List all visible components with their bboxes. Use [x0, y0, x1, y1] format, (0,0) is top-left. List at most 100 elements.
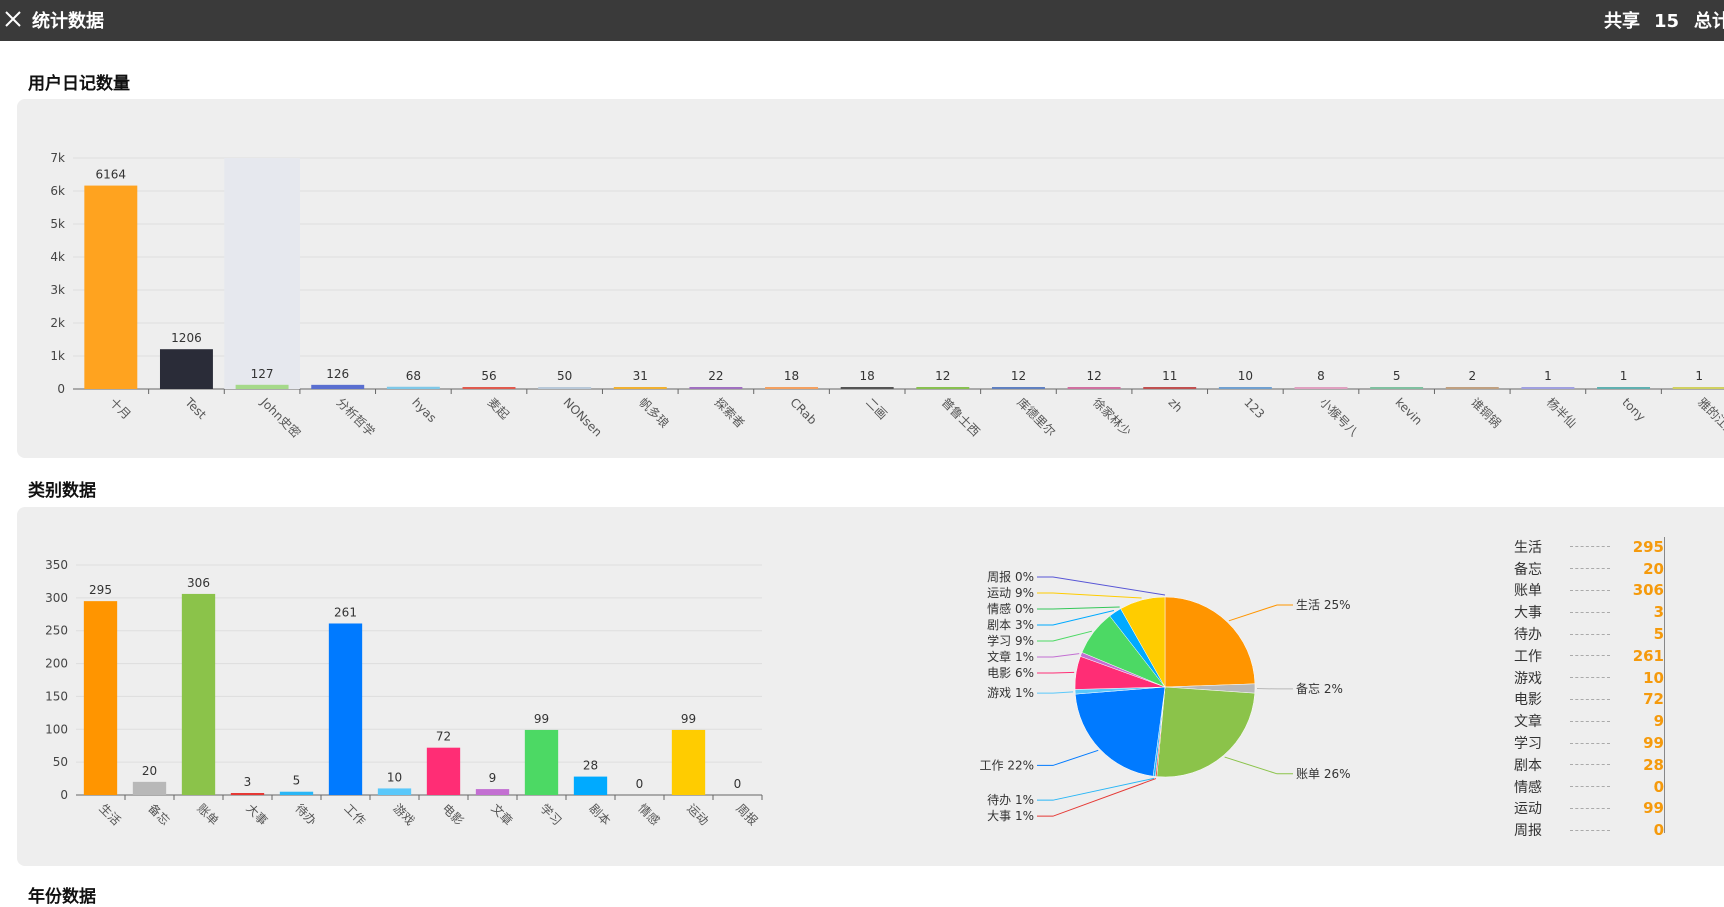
category-value-label: 295	[89, 583, 112, 597]
user-bar[interactable]	[1597, 387, 1650, 389]
user-bar[interactable]	[463, 387, 516, 389]
legend-label: 游戏	[1514, 668, 1564, 688]
user-bar[interactable]	[1521, 387, 1574, 389]
y-tick-label: 250	[45, 624, 68, 638]
y-tick-label: 0	[57, 382, 65, 396]
category-category-label: 学习	[537, 801, 565, 829]
category-bar[interactable]	[133, 782, 166, 795]
legend-dash	[1570, 677, 1610, 678]
category-bar[interactable]	[84, 601, 117, 795]
legend-dash	[1570, 743, 1610, 744]
y-tick-label: 3k	[50, 283, 65, 297]
category-category-label: 运动	[684, 801, 711, 828]
user-bar[interactable]	[765, 387, 818, 389]
user-bar[interactable]	[1295, 387, 1348, 389]
user-bar[interactable]	[538, 387, 591, 389]
user-bar[interactable]	[387, 387, 440, 389]
legend-dash	[1570, 590, 1610, 591]
legend-label: 待办	[1514, 624, 1564, 644]
pie-slice[interactable]	[1165, 597, 1255, 687]
category-category-label: 大事	[243, 801, 270, 828]
user-bar[interactable]	[236, 385, 289, 389]
user-bar[interactable]	[1219, 387, 1272, 389]
share-label: 共享	[1604, 11, 1640, 32]
pie-label: 周报 0%	[987, 569, 1034, 584]
legend-dash	[1570, 808, 1610, 809]
user-bar[interactable]	[1673, 387, 1724, 389]
user-bar[interactable]	[1143, 387, 1196, 389]
category-category-label: 游戏	[390, 801, 417, 828]
legend-value: 5	[1654, 625, 1664, 643]
legend-label: 账单	[1514, 580, 1564, 600]
pie-slice[interactable]	[1157, 687, 1255, 777]
user-bar[interactable]	[992, 387, 1045, 389]
y-tick-label: 200	[45, 657, 68, 671]
user-bar[interactable]	[1370, 387, 1423, 389]
category-bar[interactable]	[182, 594, 215, 795]
pie-label: 生活 25%	[1296, 598, 1351, 612]
category-value-label: 10	[387, 770, 402, 784]
category-bar[interactable]	[329, 623, 362, 795]
user-category-label: 123	[1241, 395, 1267, 421]
pie-slice[interactable]	[1075, 687, 1165, 776]
user-category-label: tony	[1619, 395, 1648, 424]
category-bar[interactable]	[476, 789, 509, 795]
page-title: 统计数据	[32, 7, 104, 33]
legend-dash	[1570, 655, 1610, 656]
user-bar[interactable]	[689, 387, 742, 389]
category-bar[interactable]	[574, 777, 607, 795]
category-bar[interactable]	[231, 793, 264, 795]
legend-label: 周报	[1514, 820, 1564, 840]
user-bar[interactable]	[841, 387, 894, 389]
user-value-label: 50	[557, 369, 572, 383]
user-value-label: 18	[784, 369, 799, 383]
category-bar[interactable]	[427, 748, 460, 795]
category-bar[interactable]	[378, 788, 411, 795]
category-value-label: 9	[489, 771, 497, 785]
user-value-label: 1	[1544, 369, 1552, 383]
user-bar[interactable]	[1068, 387, 1121, 389]
user-bar[interactable]	[84, 186, 137, 389]
user-bar[interactable]	[916, 387, 969, 389]
category-bar[interactable]	[672, 730, 705, 795]
pie-label-line	[1037, 750, 1098, 765]
user-bar[interactable]	[311, 385, 364, 389]
user-value-label: 126	[326, 367, 349, 381]
pie-label: 账单 26%	[1296, 767, 1351, 781]
user-value-label: 6164	[96, 168, 127, 182]
category-bar[interactable]	[525, 730, 558, 795]
category-bar[interactable]	[280, 792, 313, 795]
category-category-label: 生活	[96, 801, 123, 828]
user-bar[interactable]	[614, 387, 667, 389]
category-value-label: 72	[436, 730, 451, 744]
category-category-label: 文章	[488, 801, 516, 829]
user-value-label: 12	[1011, 369, 1026, 383]
pie-label-line	[1037, 593, 1142, 598]
category-title: 类别数据	[28, 476, 96, 501]
category-value-label: 0	[636, 777, 644, 791]
category-value-label: 20	[142, 764, 157, 778]
user-category-label: 二画	[863, 395, 890, 422]
user-bar[interactable]	[160, 349, 213, 389]
close-icon[interactable]	[2, 8, 24, 30]
user-category-label: 十月	[107, 395, 134, 422]
hover-highlight	[224, 158, 300, 389]
legend-label: 工作	[1514, 646, 1564, 666]
legend-value: 72	[1643, 690, 1664, 708]
user-bar[interactable]	[1446, 387, 1499, 389]
legend-dash	[1570, 612, 1610, 613]
legend-dash	[1570, 546, 1610, 547]
legend-dash	[1570, 830, 1610, 831]
pie-label-line	[1225, 757, 1293, 774]
total-label: 总计	[1694, 7, 1724, 33]
pie-label-line	[1229, 605, 1293, 621]
category-value-label: 261	[334, 605, 357, 619]
